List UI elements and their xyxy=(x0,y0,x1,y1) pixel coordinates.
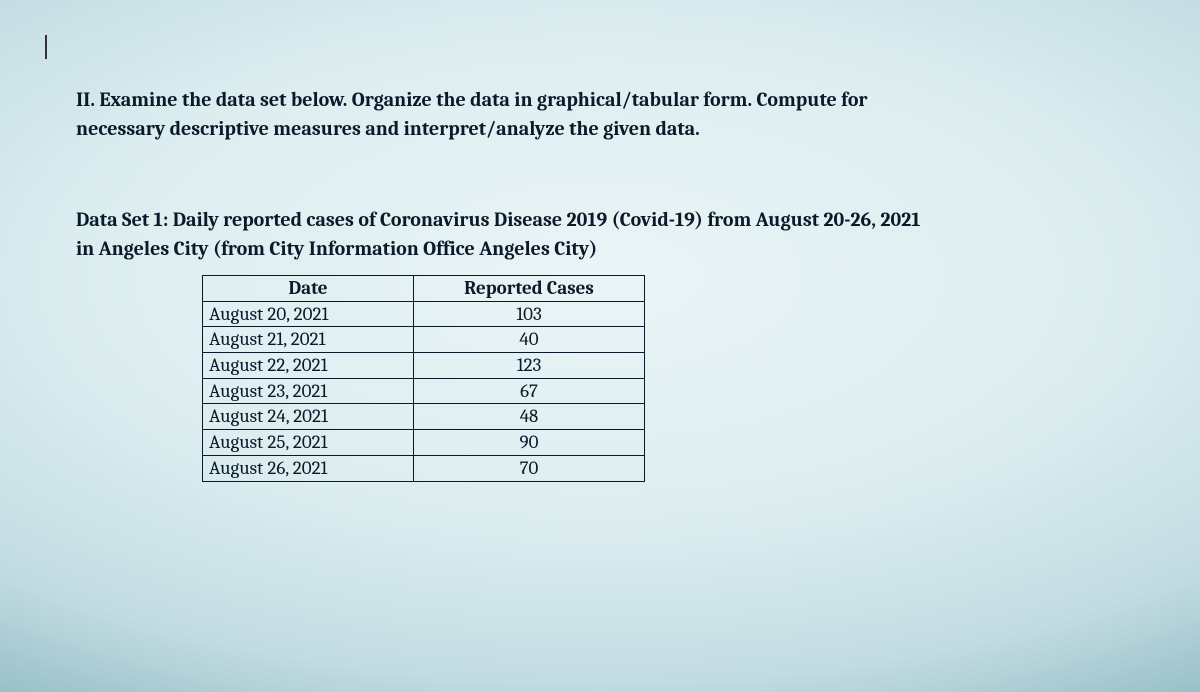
cell-date: August 23, 2021 xyxy=(203,378,414,404)
document-page: II. Examine the data set below. Organize… xyxy=(34,30,1140,482)
table-row: August 22, 2021 123 xyxy=(203,353,645,379)
col-header-date: Date xyxy=(203,276,414,302)
table-row: August 26, 2021 70 xyxy=(203,455,645,481)
cell-cases: 40 xyxy=(414,327,645,353)
cell-cases: 67 xyxy=(414,378,645,404)
cell-cases: 90 xyxy=(414,430,645,456)
table-header-row: Date Reported Cases xyxy=(203,276,645,302)
table-row: August 24, 2021 48 xyxy=(203,404,645,430)
instruction-line-1: II. Examine the data set below. Organize… xyxy=(76,88,868,111)
cell-cases: 70 xyxy=(414,455,645,481)
cell-date: August 25, 2021 xyxy=(203,430,414,456)
instruction-line-2: necessary descriptive measures and inter… xyxy=(76,117,700,140)
cell-cases: 48 xyxy=(414,404,645,430)
cell-cases: 103 xyxy=(414,301,645,327)
dataset-title: Data Set 1: Daily reported cases of Coro… xyxy=(76,205,1116,263)
col-header-cases: Reported Cases xyxy=(414,276,645,302)
data-table-wrap: Date Reported Cases August 20, 2021 103 … xyxy=(202,275,1140,482)
instruction-heading: II. Examine the data set below. Organize… xyxy=(76,85,1056,143)
dataset-title-line-2: in Angeles City (from City Information O… xyxy=(76,237,597,260)
cell-date: August 26, 2021 xyxy=(203,455,414,481)
cell-date: August 21, 2021 xyxy=(203,327,414,353)
data-table: Date Reported Cases August 20, 2021 103 … xyxy=(202,275,645,482)
table-row: August 23, 2021 67 xyxy=(203,378,645,404)
cell-cases: 123 xyxy=(414,353,645,379)
cell-date: August 22, 2021 xyxy=(203,353,414,379)
cell-date: August 20, 2021 xyxy=(203,301,414,327)
table-row: August 21, 2021 40 xyxy=(203,327,645,353)
table-row: August 20, 2021 103 xyxy=(203,301,645,327)
table-row: August 25, 2021 90 xyxy=(203,430,645,456)
cell-date: August 24, 2021 xyxy=(203,404,414,430)
table-body: August 20, 2021 103 August 21, 2021 40 A… xyxy=(203,301,645,481)
dataset-title-line-1: Data Set 1: Daily reported cases of Coro… xyxy=(76,208,920,231)
